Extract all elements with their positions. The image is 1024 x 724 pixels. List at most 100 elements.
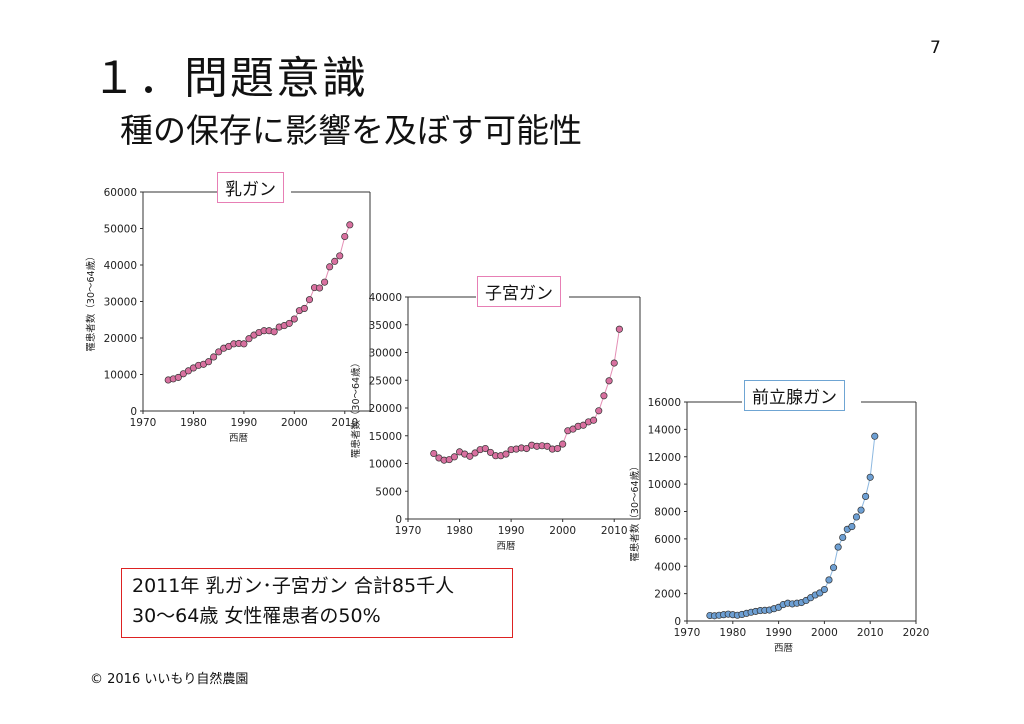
data-point — [862, 492, 870, 500]
y-tick-label: 35000 — [369, 320, 402, 332]
data-point — [346, 221, 354, 229]
data-point — [830, 564, 838, 572]
data-point — [174, 373, 182, 381]
data-point — [290, 315, 298, 323]
data-point — [820, 585, 828, 594]
data-point — [834, 543, 842, 551]
data-point — [270, 328, 278, 336]
breast-cancer-chart-title: 乳ガン — [217, 172, 284, 203]
data-point — [502, 450, 510, 458]
y-tick-label: 15000 — [369, 431, 402, 443]
copyright: © 2016 いいもり自然農園 — [90, 672, 249, 687]
uterine-cancer-chart: 0 5000 10000 15000 20000 25000 30000 35000 40000… — [350, 292, 641, 552]
summary-line-1: 2011年 乳ガン･子宮ガン 合計85千人 — [132, 575, 455, 597]
x-axis-label: 西暦 — [229, 433, 249, 444]
data-point — [326, 263, 334, 271]
data-point — [245, 335, 253, 343]
x-axis-label: 西暦 — [774, 643, 794, 654]
data-point — [471, 449, 479, 457]
x-tick-label: 2000 — [281, 417, 308, 429]
x-tick-label: 1990 — [765, 627, 792, 639]
x-tick-label: 2020 — [903, 627, 930, 639]
data-point — [595, 407, 603, 415]
series-line — [168, 224, 351, 381]
data-point — [590, 416, 598, 424]
summary-box: 2011年 乳ガン･子宮ガン 合計85千人 30～64歳 女性罹患者の50% — [121, 568, 513, 638]
data-point — [553, 444, 562, 453]
x-tick-label: 1990 — [231, 417, 258, 429]
y-tick-label: 4000 — [654, 561, 681, 573]
data-point — [215, 348, 223, 356]
data-point — [871, 432, 879, 440]
y-tick-label: 12000 — [648, 452, 681, 464]
data-point — [523, 444, 531, 453]
data-point — [205, 358, 213, 366]
data-point — [579, 421, 587, 429]
x-tick-label: 1970 — [130, 417, 157, 429]
data-point — [321, 278, 329, 286]
prostate-cancer-chart-title: 前立腺ガン — [744, 380, 845, 411]
slide-title: １．問題意識 — [92, 53, 368, 104]
slide-subtitle: 種の保存に影響を及ぼす可能性 — [120, 111, 582, 150]
x-tick-label: 2000 — [549, 525, 576, 537]
data-point — [559, 440, 567, 448]
y-tick-label: 10000 — [648, 479, 681, 491]
data-point — [316, 284, 324, 292]
data-point — [839, 533, 847, 542]
data-point — [600, 392, 608, 400]
data-point — [825, 576, 833, 584]
y-tick-label: 2000 — [654, 589, 681, 601]
y-tick-label: 0 — [674, 616, 681, 628]
y-tick-label: 20000 — [104, 333, 137, 345]
y-tick-label: 0 — [130, 406, 137, 418]
data-point — [240, 340, 248, 348]
data-point — [852, 513, 861, 521]
x-tick-label: 1980 — [719, 627, 746, 639]
data-point — [300, 304, 308, 312]
y-axis-label: 罹患者数（30～64歳） — [350, 358, 362, 458]
y-tick-label: 40000 — [104, 260, 137, 272]
y-axis-label: 罹患者数（30～64歳） — [629, 461, 641, 561]
y-axis-label: 罹患者数（30～64歳） — [85, 251, 97, 351]
y-tick-label: 40000 — [369, 292, 402, 304]
summary-line-2: 30～64歳 女性罹患者の50% — [132, 605, 381, 627]
y-tick-label: 30000 — [369, 348, 402, 360]
data-point — [605, 377, 613, 385]
data-point — [610, 359, 618, 367]
x-tick-label: 1970 — [674, 627, 701, 639]
x-tick-label: 2010 — [331, 417, 358, 429]
y-tick-label: 10000 — [369, 459, 402, 471]
x-tick-label: 1970 — [395, 525, 422, 537]
y-tick-label: 20000 — [369, 403, 402, 415]
x-tick-label: 1990 — [498, 525, 525, 537]
data-point — [331, 257, 339, 265]
y-tick-label: 10000 — [104, 370, 137, 382]
uterine-cancer-chart-title: 子宮ガン — [477, 276, 561, 307]
data-point — [466, 452, 474, 460]
y-tick-label: 6000 — [654, 534, 681, 546]
x-tick-label: 2010 — [601, 525, 628, 537]
x-tick-label: 1980 — [446, 525, 473, 537]
y-tick-label: 14000 — [648, 424, 681, 436]
data-point — [430, 449, 438, 458]
data-point — [848, 523, 856, 531]
y-tick-label: 16000 — [648, 397, 681, 409]
data-point — [481, 444, 489, 453]
data-point — [336, 252, 344, 260]
y-tick-label: 50000 — [104, 224, 137, 236]
data-point — [866, 473, 874, 481]
y-tick-label: 25000 — [369, 375, 402, 387]
page-number: 7 — [930, 38, 941, 58]
data-point — [615, 325, 623, 333]
data-point — [285, 319, 293, 327]
x-tick-label: 1980 — [180, 417, 207, 429]
y-tick-label: 8000 — [654, 507, 681, 519]
y-tick-label: 30000 — [104, 297, 137, 309]
data-point — [210, 353, 218, 361]
x-tick-label: 2000 — [811, 627, 838, 639]
y-tick-label: 0 — [395, 514, 402, 526]
x-axis-label: 西暦 — [496, 541, 516, 552]
data-point — [305, 296, 314, 304]
x-tick-label: 2010 — [857, 627, 884, 639]
y-tick-label: 5000 — [375, 486, 402, 498]
